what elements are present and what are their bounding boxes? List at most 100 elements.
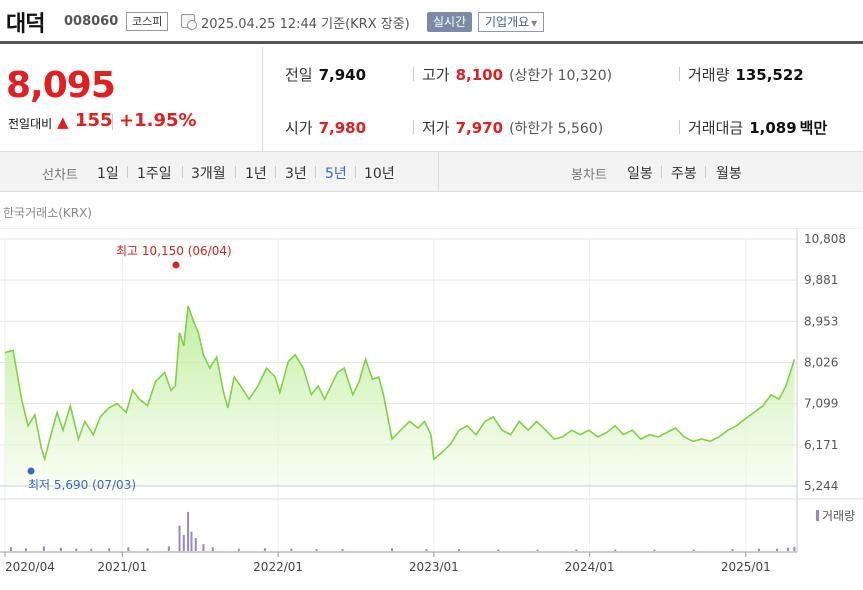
tab-10y[interactable]: 10년 xyxy=(364,166,395,182)
divider xyxy=(413,67,414,81)
prev-close-label: 전일 xyxy=(285,66,313,84)
clock-icon xyxy=(181,14,197,30)
volume-bar xyxy=(391,548,394,551)
tab-1y[interactable]: 1년 xyxy=(245,166,267,182)
tab-3m[interactable]: 3개월 xyxy=(191,166,226,182)
volume-bar xyxy=(237,548,240,551)
volume-bar xyxy=(59,547,62,551)
y-tick-label: 9,881 xyxy=(804,273,838,287)
volume-bar xyxy=(536,549,539,551)
divider xyxy=(661,166,662,178)
volume-bar xyxy=(758,548,761,551)
volume-bar xyxy=(787,547,790,551)
current-price: 8,095 xyxy=(6,65,116,106)
volume-bar xyxy=(614,549,617,551)
low-annotation: 최저 5,690 (07/03) xyxy=(28,478,136,492)
price-chart: 10,808 9,881 8,953 8,026 7,099 6,171 5,244 2020… xyxy=(0,228,863,590)
volume-bar xyxy=(202,544,205,551)
divider xyxy=(315,166,316,178)
volume-bar xyxy=(146,548,149,551)
volume-label: 거래량 xyxy=(688,66,730,84)
volume-bar xyxy=(178,525,181,551)
divider xyxy=(127,166,128,178)
high-annotation: 최고 10,150 (06/04) xyxy=(116,244,232,258)
line-chart-label: 선차트 xyxy=(42,168,78,183)
x-tick-label: 2021/01 xyxy=(97,560,147,574)
low-marker xyxy=(27,467,35,475)
x-tick-label: 2024/01 xyxy=(565,560,615,574)
volume-bar xyxy=(24,548,27,551)
volume-bar xyxy=(167,546,170,551)
x-tick-label: 2023/01 xyxy=(409,560,459,574)
divider xyxy=(679,67,680,81)
volume-bar xyxy=(341,549,344,551)
volume-bar xyxy=(182,534,185,551)
volume-bar xyxy=(127,547,130,551)
high-marker xyxy=(172,261,180,269)
y-tick-label: 8,026 xyxy=(804,356,838,370)
y-tick-label: 5,244 xyxy=(804,479,838,493)
period-tabs: 선차트 1일 1주일 3개월 1년 3년 5년 10년 봉차트 일봉 주봉 월봉 xyxy=(0,152,863,192)
candle-chart-label: 봉차트 xyxy=(571,168,607,183)
volume-bar xyxy=(42,546,45,551)
volume-bar xyxy=(425,549,428,551)
volume-bar xyxy=(731,549,734,551)
tab-1d[interactable]: 1일 xyxy=(97,166,119,182)
chevron-down-icon: ▼ xyxy=(531,19,538,28)
high-field: 고가 8,100 (상한가 10,320) xyxy=(422,64,612,85)
y-tick-label: 8,953 xyxy=(804,314,838,328)
exchange-label: 한국거래소(KRX) xyxy=(3,206,92,220)
y-tick-label: 10,808 xyxy=(804,232,846,246)
tab-5y[interactable]: 5년 xyxy=(325,166,347,182)
upper-limit: (상한가 10,320) xyxy=(509,68,613,84)
divider xyxy=(235,166,236,178)
volume-bar xyxy=(9,547,12,551)
stock-name: 대덕 xyxy=(6,12,45,37)
y-tick-label: 6,171 xyxy=(804,438,838,452)
volume-bar xyxy=(315,549,318,551)
prev-close-value: 7,940 xyxy=(318,66,367,84)
diff-rate: +1.95% xyxy=(119,110,197,131)
x-tick-label: 2025/01 xyxy=(721,560,771,574)
volume-bar xyxy=(497,549,500,551)
tab-1w[interactable]: 1주일 xyxy=(137,166,172,182)
volume-bar xyxy=(108,548,111,551)
tab-3y[interactable]: 3년 xyxy=(285,166,307,182)
volume-bar xyxy=(75,548,78,551)
price-panel: 8,095 전일대비 ▲ 155 +1.95% 전일 7,940 고가 8,100 (… xyxy=(0,47,863,152)
timestamp: 2025.04.25 12:44 기준(KRX 장중) xyxy=(201,17,410,32)
volume-bar xyxy=(458,549,461,551)
open-label: 시가 xyxy=(285,119,313,137)
divider xyxy=(438,152,439,192)
volume-bar xyxy=(90,548,93,551)
amount-field: 거래대금 1,089 백만 xyxy=(688,117,827,138)
divider xyxy=(413,120,414,134)
volume-bar xyxy=(211,547,214,551)
divider xyxy=(112,114,113,130)
amount-value: 1,089 xyxy=(749,119,797,137)
prev-close-field: 전일 7,940 xyxy=(285,64,366,85)
volume-legend-label: 거래량 xyxy=(822,509,855,523)
volume-legend-swatch xyxy=(816,510,819,521)
high-label: 고가 xyxy=(422,66,450,84)
low-field: 저가 7,970 (하한가 5,560) xyxy=(422,117,603,138)
volume-bar xyxy=(575,549,578,551)
price-line xyxy=(4,305,796,463)
volume-bar xyxy=(793,546,796,551)
volume-field: 거래량 135,522 xyxy=(688,64,804,85)
market-badge: 코스피 xyxy=(126,12,169,31)
divider xyxy=(182,166,183,178)
volume-value: 135,522 xyxy=(735,66,804,84)
volume-bar xyxy=(187,511,190,551)
tab-monthly[interactable]: 월봉 xyxy=(716,166,742,182)
realtime-button[interactable]: 실시간 xyxy=(427,12,473,32)
tab-weekly[interactable]: 주봉 xyxy=(671,166,697,182)
volume-bar xyxy=(290,548,293,551)
divider xyxy=(262,47,263,152)
company-overview-button[interactable]: 기업개요 ▼ xyxy=(478,12,545,32)
volume-bar xyxy=(653,549,656,551)
amount-unit: 백만 xyxy=(799,119,828,137)
divider xyxy=(705,166,706,178)
tab-daily[interactable]: 일봉 xyxy=(627,166,653,182)
divider xyxy=(679,120,680,134)
